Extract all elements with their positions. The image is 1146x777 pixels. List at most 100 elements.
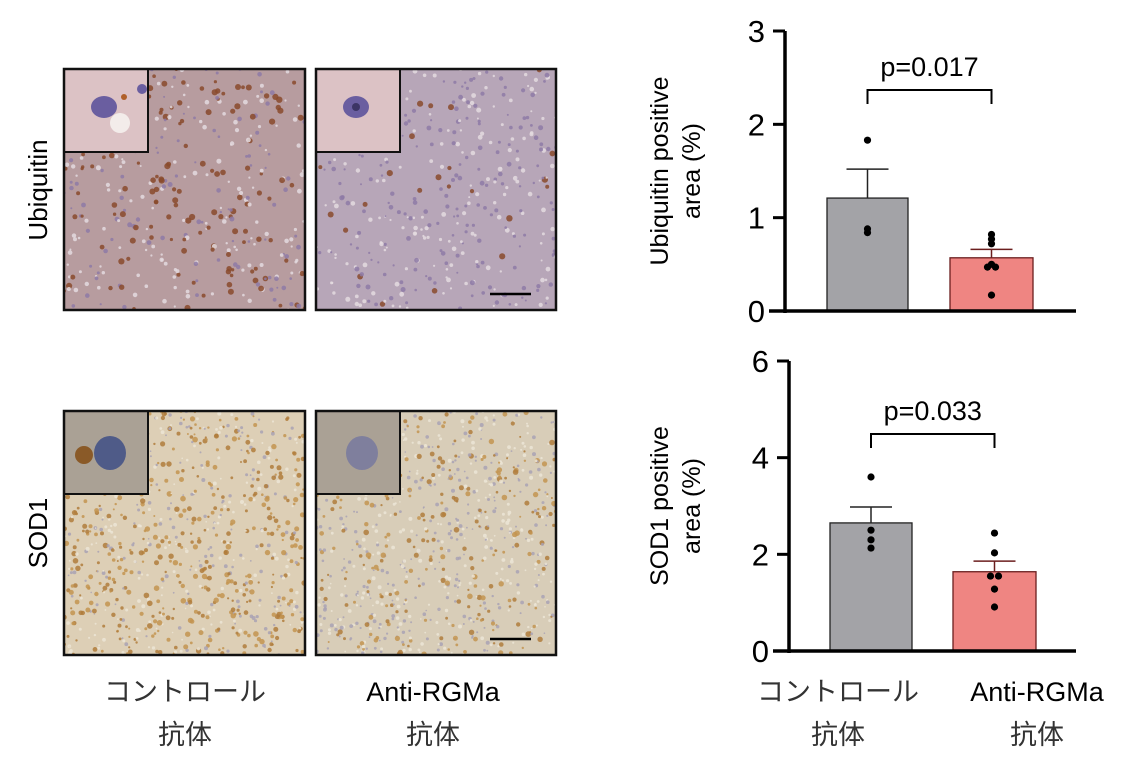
cell [454, 600, 457, 603]
cell [454, 106, 459, 111]
cell [240, 426, 244, 430]
cell [433, 264, 436, 267]
cell [430, 515, 435, 519]
cell [264, 277, 267, 281]
cell [73, 287, 79, 293]
cell [384, 535, 388, 539]
cell [164, 574, 169, 579]
cell [439, 642, 443, 647]
cell [184, 304, 191, 310]
cell [167, 540, 172, 544]
cell [283, 434, 287, 438]
cell [64, 540, 70, 547]
cell [81, 202, 86, 208]
cell [498, 581, 504, 587]
cell [376, 541, 379, 544]
cell [323, 168, 326, 171]
cell [153, 442, 156, 446]
cell [249, 474, 252, 477]
cell [136, 161, 140, 165]
cell [178, 513, 184, 518]
cell [364, 522, 369, 527]
cell [471, 93, 476, 98]
cell [404, 428, 407, 431]
cell [354, 266, 360, 272]
cell [229, 208, 233, 212]
cell [271, 475, 277, 481]
cell [269, 464, 274, 469]
cell [69, 248, 72, 251]
cell [322, 600, 325, 604]
cell [273, 626, 279, 632]
cell [253, 242, 256, 246]
cell [185, 601, 189, 606]
cell [120, 513, 123, 517]
cell [98, 504, 101, 508]
cell [145, 635, 148, 638]
y-tick-label: 0 [748, 294, 765, 329]
cell [480, 260, 485, 265]
cell [440, 540, 444, 544]
cell [177, 542, 182, 547]
cell [270, 640, 273, 643]
cell [295, 538, 299, 542]
cell [232, 228, 239, 235]
cell [195, 293, 199, 297]
cell [210, 510, 215, 515]
cell [451, 495, 456, 500]
cell [271, 443, 277, 450]
cell [274, 276, 279, 282]
cell [107, 528, 112, 533]
cell [169, 517, 172, 521]
cell [223, 504, 227, 508]
cell [519, 435, 522, 438]
cell [496, 214, 502, 220]
cell [522, 116, 527, 120]
cell [343, 558, 345, 560]
cell [276, 479, 281, 484]
y-tick-label: 2 [752, 537, 769, 572]
cell [473, 636, 478, 642]
cell [485, 70, 489, 74]
cell [198, 560, 201, 562]
cell [155, 146, 158, 149]
cell [404, 267, 408, 271]
cell [473, 470, 478, 474]
cell [545, 524, 548, 527]
cell [252, 493, 256, 497]
cell [472, 490, 477, 494]
cell [121, 618, 125, 622]
cell [210, 292, 214, 296]
cell [193, 609, 198, 614]
cell [114, 603, 117, 606]
cell [171, 85, 174, 89]
cell [119, 165, 123, 169]
cell [501, 519, 505, 523]
cell [96, 271, 100, 275]
cell [494, 507, 497, 510]
cell [491, 594, 494, 598]
cell [258, 598, 262, 602]
cell [292, 80, 297, 85]
cell [343, 637, 346, 641]
cell [155, 416, 159, 420]
cell [146, 597, 150, 601]
cell [411, 441, 414, 444]
cell [170, 492, 173, 495]
cell [411, 108, 417, 113]
cell [408, 636, 412, 640]
cell [212, 464, 218, 470]
cell [427, 445, 431, 449]
cell [290, 613, 295, 617]
cell [451, 178, 455, 182]
cell [493, 499, 496, 502]
cell [392, 264, 395, 267]
cell [506, 502, 510, 506]
cell [418, 416, 423, 421]
cell [502, 192, 507, 197]
cell [253, 423, 258, 427]
cell [444, 412, 449, 417]
cell [338, 618, 342, 622]
cell [71, 509, 78, 516]
cell [92, 608, 97, 614]
